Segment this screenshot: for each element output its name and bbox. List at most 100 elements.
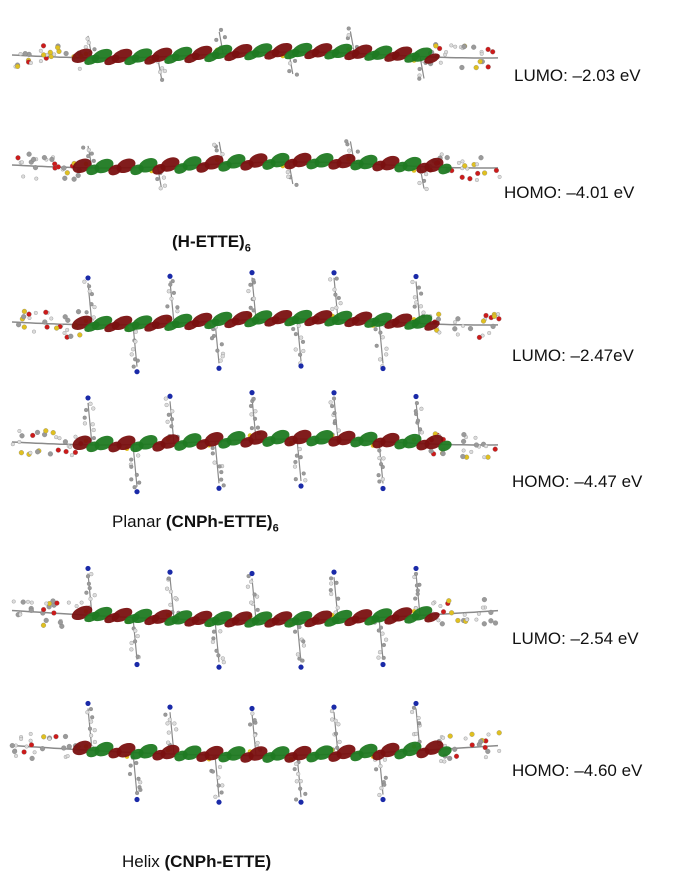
atom bbox=[417, 721, 422, 726]
atom bbox=[300, 339, 306, 344]
atom bbox=[474, 178, 479, 182]
atom bbox=[491, 313, 497, 319]
atom bbox=[294, 761, 299, 766]
orbital-panel-h-ette-homo: HOMO: –4.01 eV bbox=[0, 110, 689, 220]
atom bbox=[40, 622, 47, 628]
atom bbox=[28, 742, 35, 748]
caption-helix-cnph: Helix (CNPh-ETTE) bbox=[122, 852, 271, 874]
atom bbox=[333, 292, 338, 297]
atom bbox=[135, 634, 140, 639]
atom bbox=[414, 583, 419, 588]
atom bbox=[488, 609, 494, 615]
atom bbox=[82, 421, 87, 426]
atom bbox=[455, 332, 460, 337]
atom bbox=[329, 581, 334, 586]
atom bbox=[54, 435, 59, 440]
orbital-panel-planar-cnph-homo: HOMO: –4.47 eV bbox=[0, 382, 689, 502]
atom bbox=[492, 620, 499, 626]
atom bbox=[68, 333, 74, 339]
orbital-panel-helix-homo: HOMO: –4.60 eV bbox=[0, 680, 689, 815]
atom bbox=[332, 287, 337, 292]
atom bbox=[496, 316, 502, 322]
atom bbox=[74, 604, 79, 609]
atom bbox=[299, 335, 304, 340]
caption-name: (CNPh-ETTE) bbox=[164, 852, 272, 871]
atom bbox=[384, 346, 389, 351]
atom bbox=[44, 324, 50, 330]
atom bbox=[62, 439, 68, 445]
atom bbox=[301, 639, 306, 644]
atom bbox=[378, 357, 383, 362]
atom bbox=[63, 50, 69, 57]
atom bbox=[331, 396, 337, 401]
atom bbox=[335, 605, 340, 610]
atom bbox=[15, 63, 21, 69]
atom bbox=[496, 730, 502, 736]
nitrogen-atom bbox=[134, 661, 140, 668]
atom bbox=[449, 610, 455, 616]
atom bbox=[169, 417, 175, 422]
atom bbox=[496, 312, 501, 317]
atom bbox=[330, 404, 335, 409]
atom bbox=[81, 145, 86, 150]
atom bbox=[211, 636, 216, 641]
atom bbox=[460, 453, 466, 460]
atom bbox=[47, 736, 52, 741]
atom bbox=[481, 621, 487, 627]
caption-planar-cnph: Planar (CNPh-ETTE)6 bbox=[112, 512, 279, 534]
atom bbox=[486, 732, 491, 737]
atom bbox=[92, 47, 97, 52]
atom bbox=[378, 330, 383, 335]
atom bbox=[89, 733, 94, 738]
atom bbox=[73, 434, 78, 439]
nitrogen-atom bbox=[85, 395, 91, 401]
caption-subscript: 6 bbox=[272, 522, 279, 535]
pendant-bond bbox=[251, 578, 257, 621]
atom bbox=[377, 792, 382, 798]
atom bbox=[452, 746, 458, 752]
molecule-h-ette-lumo bbox=[11, 26, 499, 82]
atom bbox=[210, 451, 215, 456]
atom bbox=[17, 440, 22, 444]
atom bbox=[26, 311, 32, 317]
atom bbox=[10, 442, 15, 447]
atom bbox=[246, 574, 251, 579]
atom bbox=[134, 760, 139, 766]
atom bbox=[62, 314, 68, 320]
atom bbox=[42, 319, 48, 325]
atom bbox=[296, 771, 301, 777]
atom bbox=[222, 35, 227, 40]
atom bbox=[28, 450, 33, 455]
atom bbox=[174, 727, 179, 732]
nitrogen-atom bbox=[331, 704, 337, 710]
atom bbox=[461, 323, 465, 328]
orbital-lobe bbox=[438, 746, 452, 757]
atom bbox=[214, 37, 219, 42]
atom bbox=[85, 574, 91, 579]
atom bbox=[298, 455, 303, 460]
atom bbox=[33, 310, 38, 315]
atom bbox=[412, 304, 417, 309]
atom bbox=[32, 750, 37, 755]
atom bbox=[469, 742, 475, 748]
atom bbox=[131, 364, 136, 369]
atom bbox=[245, 584, 250, 589]
lumo-energy-label: LUMO: –2.03 eV bbox=[514, 66, 641, 85]
atom bbox=[415, 588, 420, 593]
atom bbox=[255, 425, 260, 430]
atom bbox=[287, 69, 292, 74]
atom bbox=[64, 170, 70, 176]
atom bbox=[12, 748, 18, 754]
atom bbox=[344, 139, 349, 144]
atom bbox=[253, 409, 258, 414]
atom bbox=[132, 485, 137, 490]
atom bbox=[49, 156, 55, 162]
atom bbox=[135, 358, 140, 363]
atom bbox=[90, 422, 95, 427]
nitrogen-atom bbox=[167, 569, 173, 575]
atom bbox=[24, 744, 29, 749]
atom bbox=[480, 605, 485, 610]
atom bbox=[380, 631, 385, 636]
atom bbox=[69, 453, 74, 458]
nitrogen-atom bbox=[249, 390, 255, 396]
